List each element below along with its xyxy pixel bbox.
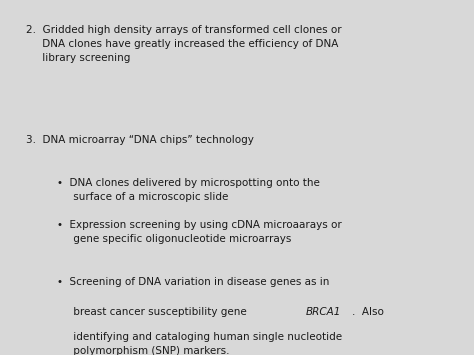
Text: identifying and cataloging human single nucleotide
     polymorphism (SNP) marke: identifying and cataloging human single …: [57, 332, 342, 355]
Text: •  Expression screening by using cDNA microaarays or
     gene specific oligonuc: • Expression screening by using cDNA mic…: [57, 220, 342, 244]
Text: breast cancer susceptibility gene: breast cancer susceptibility gene: [57, 307, 250, 317]
Text: •  Screening of DNA variation in disease genes as in: • Screening of DNA variation in disease …: [57, 277, 329, 287]
Text: •  DNA clones delivered by microspotting onto the
     surface of a microscopic : • DNA clones delivered by microspotting …: [57, 178, 320, 202]
Text: 3.  DNA microarray “DNA chips” technology: 3. DNA microarray “DNA chips” technology: [26, 135, 254, 145]
Text: .  Also: . Also: [352, 307, 383, 317]
Text: 2.  Gridded high density arrays of transformed cell clones or
     DNA clones ha: 2. Gridded high density arrays of transf…: [26, 25, 342, 63]
Text: BRCA1: BRCA1: [306, 307, 341, 317]
